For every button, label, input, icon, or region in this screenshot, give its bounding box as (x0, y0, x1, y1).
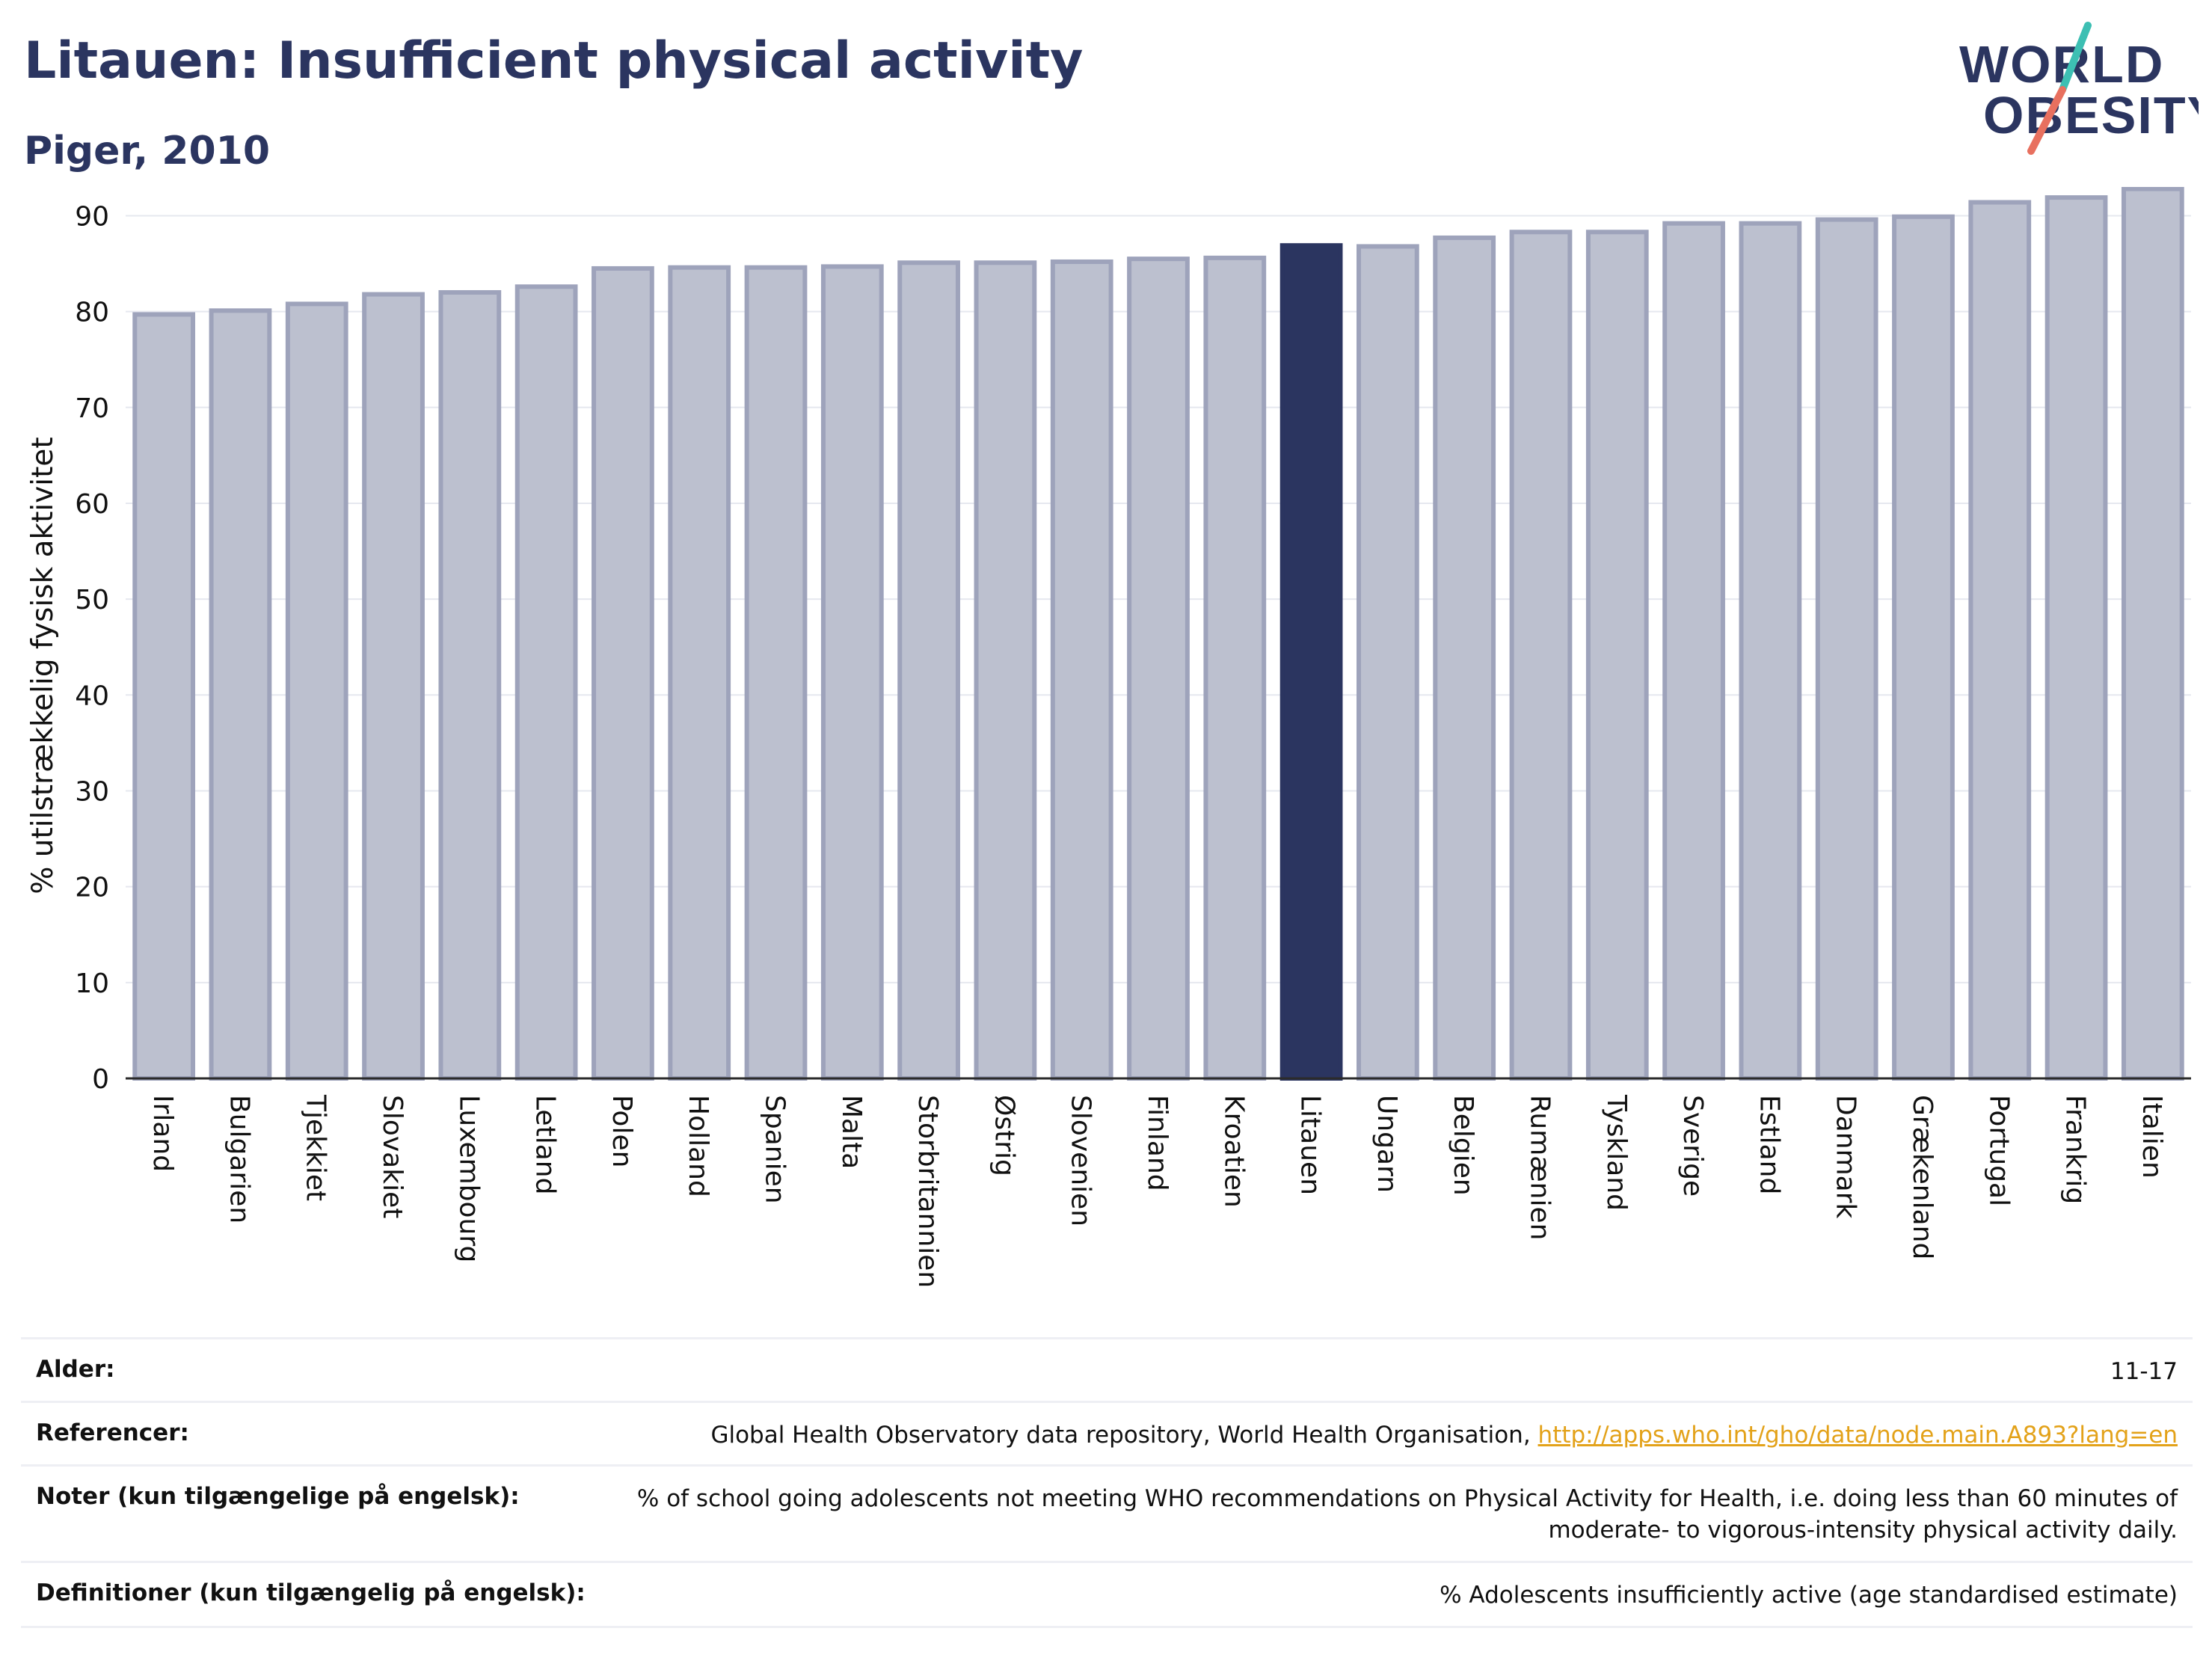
x-tick-label: Litauen (1295, 1095, 1326, 1195)
x-tick-label: Malta (836, 1095, 867, 1169)
x-tick-label: Polen (606, 1095, 637, 1167)
x-tick-label: Holland (683, 1095, 713, 1197)
x-tick-label: Slovenien (1066, 1095, 1096, 1226)
x-tick-label: Tyskland (1601, 1094, 1632, 1211)
bar-Finland[interactable] (1127, 257, 1190, 1081)
y-tick-label: 50 (75, 585, 109, 615)
info-value: Global Health Observatory data repositor… (710, 1422, 2178, 1449)
info-row: Referencer: Global Health Observatory dat… (21, 1401, 2193, 1464)
axes: 0 10 20 30 40 50 60 70 80 90 Irland Bulgarien Tjekki… (75, 201, 2191, 1288)
x-tick-label: Estland (1754, 1095, 1784, 1194)
logo-slash-coral (2027, 86, 2066, 155)
bar-Irland[interactable] (132, 312, 196, 1081)
info-label: Noter (kun tilgængelige på engelsk): (36, 1483, 520, 1510)
x-tick-label: Tjekkiet (301, 1094, 331, 1201)
bar-chart: 0 10 20 30 40 50 60 70 80 90 Irland Bulgarien Tjekki… (26, 187, 2191, 1288)
y-tick-label: 0 (92, 1064, 109, 1095)
x-tick-label: Frankrig (2060, 1095, 2091, 1204)
x-tick-label: Kroatien (1218, 1095, 1249, 1208)
info-table: Alder: 11-17 Referencer: Global Health Obse… (21, 1337, 2193, 1628)
bar-Tjekkiet[interactable] (285, 301, 348, 1081)
x-tick-label: Storbritannien (912, 1095, 943, 1288)
bar-Estland[interactable] (1739, 221, 1802, 1081)
y-tick-label: 20 (75, 873, 109, 903)
y-tick-label: 40 (75, 681, 109, 711)
y-tick-label: 30 (75, 776, 109, 807)
x-tick-label: Finland (1142, 1095, 1173, 1191)
info-value: 11-17 (2110, 1358, 2178, 1385)
bar-Holland[interactable] (668, 265, 731, 1081)
x-tick-label: Spanien (760, 1095, 790, 1204)
logo-word-obesity: OBESITY (1983, 86, 2199, 144)
x-tick-label: Slovakiet (377, 1095, 408, 1218)
x-tick-label: Bulgarien (224, 1095, 254, 1223)
x-tick-label: Rumænien (1524, 1095, 1555, 1240)
bar-Østrig[interactable] (974, 260, 1037, 1081)
y-tick-label: 10 (75, 968, 109, 999)
x-tick-label: Danmark (1831, 1095, 1861, 1219)
bar-Grækenland[interactable] (1892, 214, 1955, 1081)
bar-Storbritannien[interactable] (897, 260, 960, 1081)
logo-slash-teal (2059, 22, 2092, 93)
chart-title: Litauen: Insufficient physical activity (24, 31, 1084, 90)
bar-Belgien[interactable] (1433, 235, 1496, 1081)
info-value: % of school going adolescents not meetin… (636, 1485, 2178, 1544)
chart-subtitle: Piger, 2010 (24, 129, 271, 174)
bars (132, 187, 2184, 1081)
info-label: Referencer: (36, 1419, 189, 1446)
info-row: Noter (kun tilgængelige på engelsk): % of… (21, 1464, 2193, 1561)
bar-Litauen[interactable] (1279, 243, 1343, 1081)
y-tick-label: 60 (75, 489, 109, 520)
bar-Polen[interactable] (592, 265, 654, 1081)
x-tick-label: Ungarn (1371, 1095, 1402, 1193)
x-tick-label: Irland (147, 1095, 178, 1172)
y-axis-label: % utilstrækkelig fysisk aktivitet (26, 437, 60, 894)
x-tick-label: Østrig (989, 1095, 1019, 1176)
reference-link[interactable]: http://apps.who.int/gho/data/node.main.A… (1537, 1422, 2178, 1449)
y-tick-label: 80 (75, 298, 109, 328)
info-row: Alder: 11-17 (21, 1337, 2193, 1401)
x-tick-label: Portugal (1983, 1095, 2014, 1206)
x-tick-label: Letland (530, 1095, 561, 1194)
x-tick-label: Luxembourg (453, 1095, 484, 1262)
bar-Malta[interactable] (820, 264, 884, 1081)
bar-Slovenien[interactable] (1050, 259, 1113, 1081)
bar-Rumænien[interactable] (1509, 230, 1573, 1081)
bar-Portugal[interactable] (1968, 200, 2032, 1081)
info-value: % Adolescents insufficiently active (age… (1440, 1582, 2178, 1609)
bar-Tyskland[interactable] (1585, 230, 1649, 1081)
y-tick-label: 70 (75, 393, 109, 424)
bar-Spanien[interactable] (744, 265, 808, 1081)
y-tick-label: 90 (75, 201, 109, 232)
x-tick-label: Italien (2136, 1095, 2167, 1179)
bar-Luxembourg[interactable] (438, 289, 502, 1081)
bar-Frankrig[interactable] (2044, 195, 2108, 1081)
world-obesity-logo: WORLD OBESITY (1959, 22, 2199, 155)
bar-Slovakiet[interactable] (362, 292, 425, 1081)
bar-Bulgarien[interactable] (209, 308, 272, 1081)
x-tick-label: Sverige (1677, 1095, 1708, 1197)
info-label: Definitioner (kun tilgængelig på engelsk… (36, 1579, 586, 1606)
bar-Kroatien[interactable] (1203, 255, 1267, 1081)
bar-Danmark[interactable] (1815, 217, 1878, 1081)
x-tick-label: Belgien (1448, 1095, 1478, 1196)
info-label: Alder: (36, 1356, 115, 1383)
bar-Ungarn[interactable] (1357, 244, 1419, 1081)
bar-Letland[interactable] (514, 284, 578, 1081)
info-row: Definitioner (kun tilgængelig på engelsk… (21, 1561, 2193, 1628)
bar-Sverige[interactable] (1662, 221, 1725, 1081)
x-tick-label: Grækenland (1907, 1095, 1938, 1259)
bar-Italien[interactable] (2121, 187, 2184, 1081)
